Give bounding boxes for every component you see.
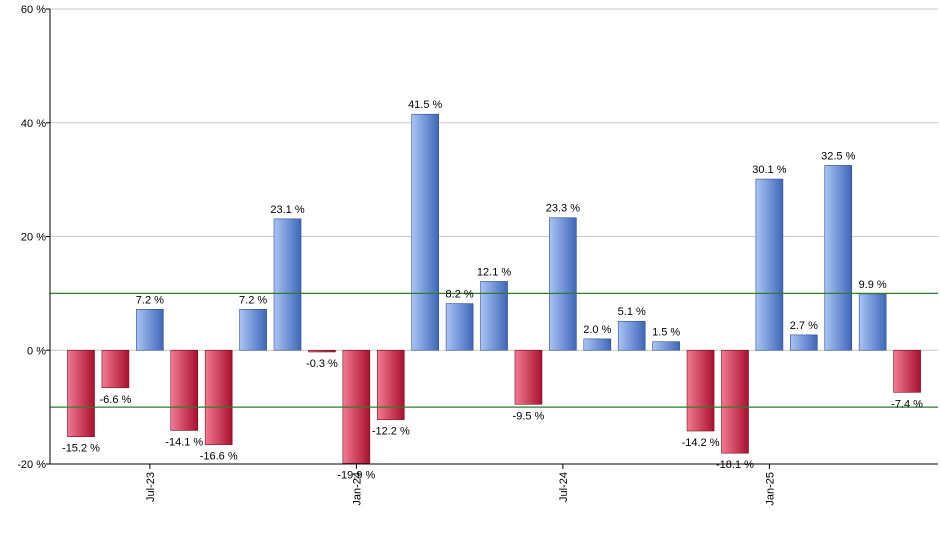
data-label: -14.2 % bbox=[682, 437, 720, 449]
bar bbox=[858, 293, 887, 351]
bar bbox=[824, 165, 853, 351]
bar bbox=[549, 217, 577, 351]
data-label: 8.2 % bbox=[446, 289, 474, 301]
bar bbox=[583, 338, 612, 351]
data-label: -15.2 % bbox=[62, 443, 100, 455]
bar bbox=[411, 113, 440, 351]
data-label: -14.1 % bbox=[165, 436, 203, 448]
bar bbox=[893, 349, 921, 393]
bar bbox=[273, 218, 302, 351]
x-tick-label: Jul-24 bbox=[558, 472, 570, 502]
bar bbox=[686, 349, 715, 432]
bars bbox=[67, 113, 921, 464]
bar bbox=[790, 334, 818, 351]
x-tick-label: Jul-23 bbox=[145, 472, 157, 502]
y-tick-label: 20 % bbox=[21, 232, 46, 244]
bar bbox=[170, 349, 199, 431]
data-label: 41.5 % bbox=[408, 99, 442, 111]
data-label: -19.9 % bbox=[337, 469, 375, 481]
bar bbox=[480, 281, 508, 351]
data-label: 1.5 % bbox=[652, 327, 680, 339]
x-tick-label: Jan-25 bbox=[764, 472, 776, 506]
bar bbox=[67, 349, 95, 437]
data-label: 5.1 % bbox=[618, 306, 646, 318]
data-label: 23.3 % bbox=[546, 203, 580, 215]
data-label: -16.6 % bbox=[200, 451, 238, 463]
bar bbox=[308, 349, 336, 353]
bar bbox=[101, 349, 130, 389]
y-tick-label: -20 % bbox=[17, 459, 46, 471]
data-label: 9.9 % bbox=[859, 279, 887, 291]
data-label: -9.5 % bbox=[513, 410, 545, 422]
data-label: 2.0 % bbox=[583, 324, 611, 336]
reference-lines bbox=[50, 292, 938, 408]
bar bbox=[204, 349, 233, 445]
bar bbox=[136, 308, 164, 351]
data-label: 7.2 % bbox=[239, 294, 267, 306]
data-label: 30.1 % bbox=[752, 164, 786, 176]
axes: -20 % 0 % 20 % 40 % 60 % Jul-23 Jan-24 Jul-24 Ja… bbox=[17, 4, 938, 506]
bar bbox=[239, 308, 267, 351]
bar bbox=[617, 320, 646, 351]
y-tick-label: 40 % bbox=[21, 118, 46, 130]
data-label: -18.1 % bbox=[716, 459, 754, 471]
data-label: -12.2 % bbox=[372, 426, 410, 438]
data-label: 7.2 % bbox=[136, 294, 164, 306]
bar bbox=[514, 349, 543, 405]
bar bbox=[721, 349, 749, 454]
y-tick-label: 60 % bbox=[21, 4, 46, 16]
data-label: -7.4 % bbox=[891, 398, 923, 410]
data-label: 23.1 % bbox=[270, 204, 304, 216]
bar bbox=[445, 303, 474, 351]
data-label: 32.5 % bbox=[821, 150, 855, 162]
data-label: 12.1 % bbox=[477, 266, 511, 278]
x-tick-label: Jan-24 bbox=[351, 472, 363, 506]
bar bbox=[755, 178, 784, 351]
data-labels: -15.2 % -6.6 % 7.2 % -14.1 % -16.6 % 7.2 % 23.… bbox=[62, 99, 923, 481]
data-label: 2.7 % bbox=[790, 320, 818, 332]
data-label: -0.3 % bbox=[306, 358, 338, 370]
bar bbox=[376, 349, 405, 420]
bar bbox=[652, 341, 680, 351]
y-tick-label: 0 % bbox=[27, 345, 46, 357]
data-label: -6.6 % bbox=[100, 394, 132, 406]
